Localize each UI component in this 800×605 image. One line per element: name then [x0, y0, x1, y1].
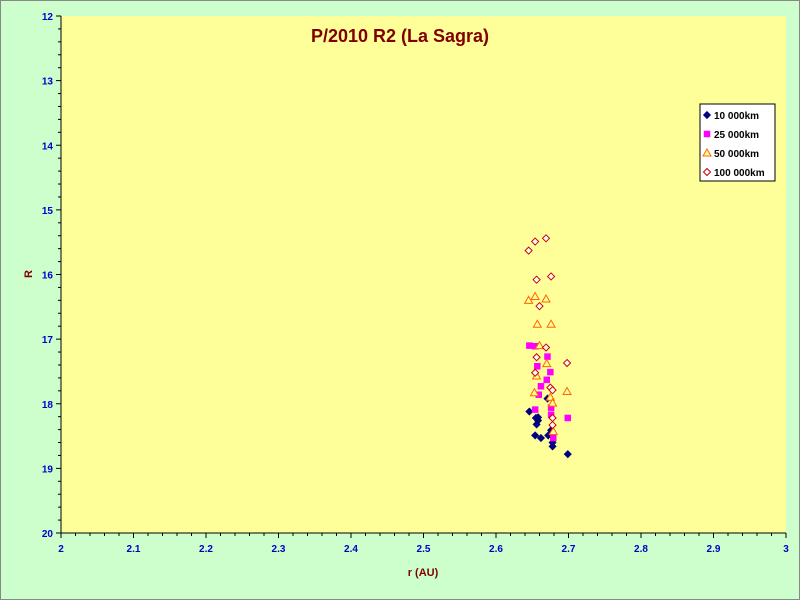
x-tick-label: 2.3 [272, 544, 286, 555]
data-point [548, 426, 559, 436]
legend-marker [703, 130, 711, 138]
y-tick-label: 14 [42, 141, 54, 152]
data-point [541, 358, 552, 368]
x-tick-label: 3 [783, 544, 789, 555]
x-tick-label: 2.8 [634, 544, 648, 555]
x-tick-label: 2.2 [199, 544, 213, 555]
data-point [530, 237, 540, 246]
x-tick-label: 2.7 [562, 544, 576, 555]
data-point [550, 434, 557, 442]
data-point [530, 291, 541, 300]
legend-label: 50 000km [714, 149, 759, 160]
data-point [541, 343, 551, 352]
series-2 [526, 342, 572, 442]
series-4 [524, 234, 572, 430]
data-point [544, 353, 551, 360]
plot-area [61, 16, 786, 533]
x-tick-label: 2.6 [489, 544, 503, 555]
data-point [548, 442, 557, 451]
data-marks [523, 234, 572, 459]
legend-marker [702, 110, 712, 120]
data-point [562, 358, 572, 368]
data-point [524, 246, 533, 255]
legend-marker [702, 147, 712, 157]
y-tick-label: 13 [42, 77, 54, 88]
x-tick-label: 2 [58, 544, 64, 555]
data-point [535, 301, 544, 311]
data-point [563, 450, 572, 459]
data-point [546, 272, 556, 281]
data-point [532, 275, 541, 284]
data-point [546, 319, 556, 328]
data-point [530, 368, 540, 377]
legend-label: 25 000km [714, 130, 759, 141]
data-point [531, 431, 540, 440]
data-point [534, 340, 545, 350]
data-point [548, 420, 557, 430]
legend-label: 10 000km [714, 111, 759, 122]
legend: 10 000km 25 000km 50 000km 100 000km [699, 103, 776, 182]
y-tick-label: 15 [42, 206, 54, 217]
data-point [532, 353, 541, 362]
data-point [548, 385, 557, 395]
axes: 2 2.1 2.2 2.3 2.4 2.5 2.6 2.7 2.8 2.9 3 12 13 14 15 16 1… [42, 12, 789, 555]
y-tick-label: 19 [42, 464, 54, 475]
data-point [537, 383, 545, 390]
x-tick-label: 2.4 [344, 544, 358, 555]
data-point [532, 319, 543, 328]
data-point [547, 368, 554, 376]
legend-marker [702, 167, 712, 177]
y-tick-label: 12 [42, 12, 54, 23]
y-tick-label: 18 [42, 400, 54, 411]
data-point [547, 398, 558, 407]
data-point [562, 386, 572, 395]
chart-title: P/2010 R2 (La Sagra) [311, 26, 489, 46]
data-point [531, 406, 539, 413]
x-tick-label: 2.9 [707, 544, 721, 555]
data-point [541, 294, 551, 303]
x-tick-label: 2.5 [417, 544, 431, 555]
data-point [564, 414, 572, 422]
x-axis-label: r (AU) [408, 567, 439, 579]
data-point [533, 413, 543, 422]
legend-box [699, 103, 776, 182]
data-point [536, 433, 546, 443]
data-point [529, 387, 540, 397]
data-point [543, 376, 550, 384]
legend-label: 100 000km [714, 168, 765, 179]
y-tick-label: 17 [42, 335, 54, 346]
data-point [541, 234, 551, 243]
y-tick-label: 20 [42, 529, 54, 540]
y-axis-label: R [23, 270, 35, 278]
data-point [526, 342, 533, 349]
data-point [534, 363, 541, 370]
data-point [525, 407, 534, 416]
x-tick-label: 2.1 [127, 544, 141, 555]
y-tick-label: 16 [42, 271, 54, 282]
